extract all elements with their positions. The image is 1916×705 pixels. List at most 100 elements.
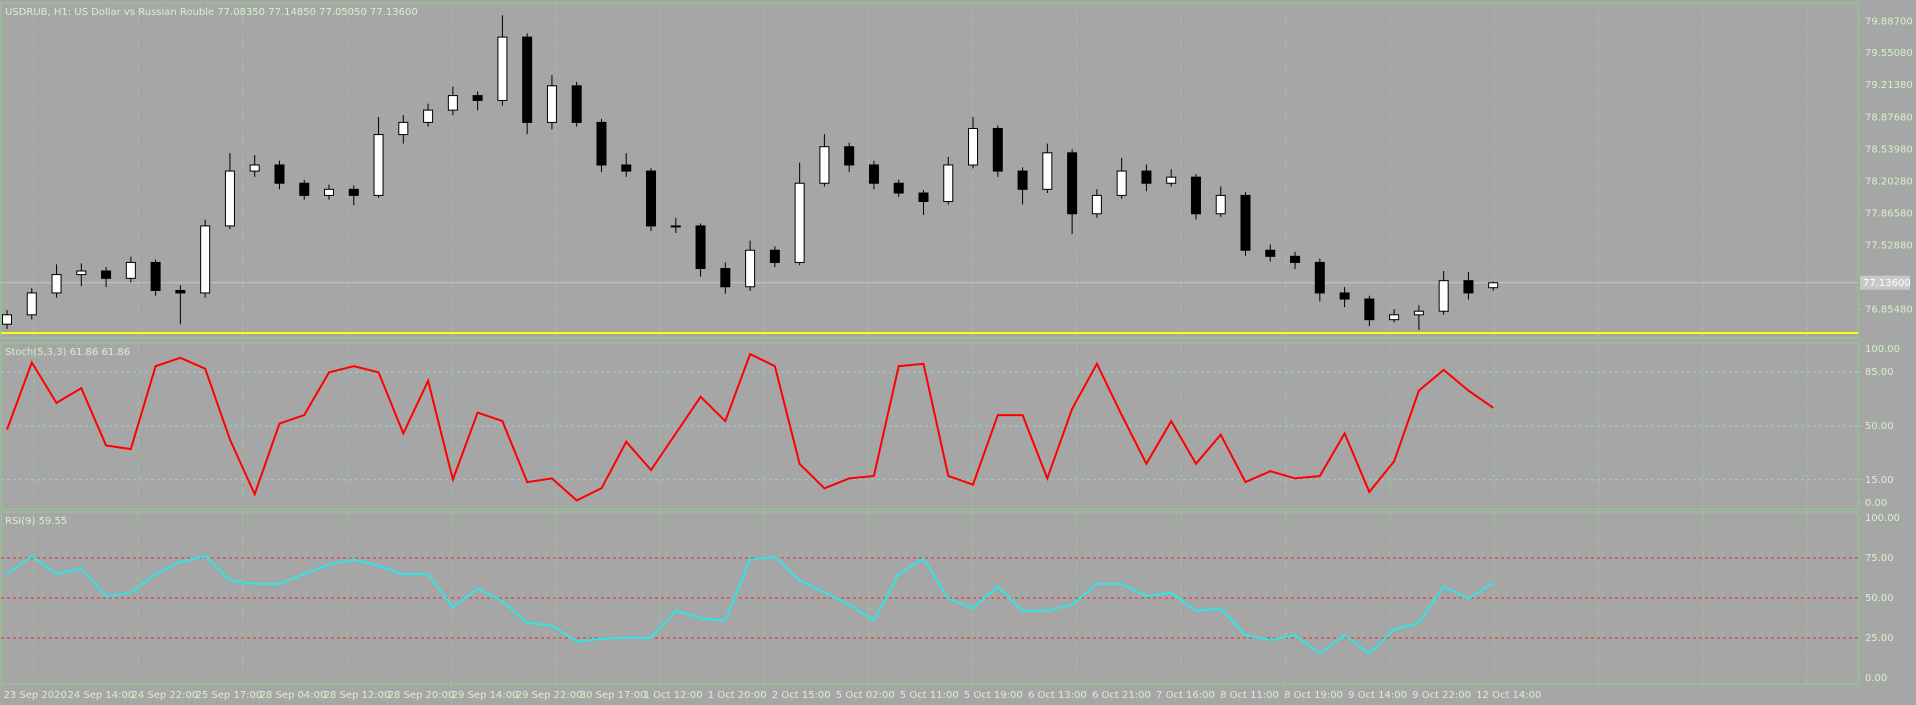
x-tick-label: 29 Sep 14:00 [452,690,519,701]
bear-candle [1265,249,1276,257]
bull-candle [497,36,508,101]
current-price-box [1860,275,1910,290]
x-tick-label: 8 Oct 19:00 [1284,690,1343,701]
x-tick-label: 28 Sep 12:00 [324,690,391,701]
bear-candle [1339,292,1350,300]
x-tick-label: 6 Oct 13:00 [1028,690,1087,701]
y-tick-label: 79.88700 [1865,16,1913,27]
y-tick-label: 79.55080 [1865,48,1913,59]
y-tick-label: 15.00 [1865,475,1894,486]
x-tick-label: 7 Oct 16:00 [1156,690,1215,701]
bear-candle [348,188,359,196]
y-tick-label: 77.52880 [1865,240,1913,251]
bear-candle [868,164,879,184]
bear-candle [1017,170,1028,190]
indicator-line [6,352,1494,502]
bull-candle [546,85,557,123]
bull-candle [1042,152,1053,190]
y-tick-label: 78.87680 [1865,112,1913,123]
bull-candle [76,270,87,276]
bull-candle [1091,194,1102,215]
x-tick-label: 28 Sep 04:00 [260,690,327,701]
x-tick-label: 1 Oct 20:00 [708,690,767,701]
x-tick-label: 1 Oct 12:00 [644,690,703,701]
y-tick-label: 78.20280 [1865,176,1913,187]
bear-candle [1314,261,1325,294]
pane-title: Stoch(5,3,3) 61.86 61.86 [5,347,130,358]
bull-candle [423,109,434,123]
bear-candle [1190,176,1201,215]
y-tick-label: 77.86580 [1865,208,1913,219]
bear-candle [1463,280,1474,294]
bear-candle [844,146,855,166]
pane-border [0,2,1859,339]
bull-candle [324,188,335,196]
bull-candle [447,95,458,111]
bear-candle [1141,170,1152,184]
x-tick-label: 5 Oct 02:00 [836,690,895,701]
x-tick-label: 9 Oct 22:00 [1412,690,1471,701]
y-tick-label: 79.21380 [1865,80,1913,91]
x-tick-label: 5 Oct 19:00 [964,690,1023,701]
pane-title: RSI(9) 59.55 [5,516,67,527]
bear-candle [1240,194,1251,251]
bear-candle [695,225,706,270]
y-tick-label: 75.00 [1865,553,1894,564]
bear-candle [992,127,1003,172]
x-tick-label: 2 Oct 15:00 [772,690,831,701]
x-tick-label: 30 Sep 17:00 [580,690,647,701]
bear-candle [1067,152,1078,215]
y-tick-label: 76.85480 [1865,305,1913,316]
bear-candle [893,182,904,194]
x-tick-label: 9 Oct 14:00 [1348,690,1407,701]
bull-candle [670,225,681,228]
y-tick-label: 0.00 [1865,673,1887,684]
x-tick-label: 8 Oct 11:00 [1220,690,1279,701]
bear-candle [918,192,929,202]
x-tick-label: 29 Sep 22:00 [516,690,583,701]
bear-candle [621,164,632,172]
x-tick-label: 6 Oct 21:00 [1092,690,1151,701]
x-tick-label: 5 Oct 11:00 [900,690,959,701]
y-tick-label: 0.00 [1865,498,1887,509]
bull-candle [373,134,384,196]
bull-candle [1488,282,1499,289]
bull-candle [1413,310,1424,316]
x-tick-label: 23 Sep 2020 [3,690,66,701]
bear-candle [101,270,112,279]
bear-candle [472,95,483,101]
bear-candle [274,164,285,184]
y-tick-label: 50.00 [1865,593,1894,604]
bull-candle [1116,170,1127,196]
bull-candle [200,225,211,294]
x-tick-label: 12 Oct 14:00 [1476,690,1541,701]
y-tick-label: 100.00 [1865,344,1900,355]
bear-candle [299,182,310,196]
bear-candle [1364,298,1375,321]
bear-candle [646,170,657,227]
y-tick-label: 100.00 [1865,513,1900,524]
bull-candle [1438,280,1449,312]
bull-candle [125,261,136,279]
bull-candle [224,170,235,227]
bear-candle [1290,255,1301,263]
bear-candle [596,121,607,166]
bull-candle [1166,176,1177,184]
current-price-label: 77.13600 [1863,278,1911,289]
bear-candle [150,261,161,291]
bear-candle [522,36,533,123]
bull-candle [26,292,37,316]
bull-candle [1389,314,1400,321]
x-tick-label: 25 Sep 17:00 [196,690,263,701]
bull-candle [51,274,62,294]
bull-candle [943,164,954,202]
x-tick-label: 28 Sep 20:00 [388,690,455,701]
x-tick-label: 24 Sep 22:00 [132,690,199,701]
bear-candle [769,249,780,263]
bull-candle [249,164,260,172]
bull-candle [398,121,409,136]
bull-candle [745,249,756,288]
y-tick-label: 50.00 [1865,421,1894,432]
